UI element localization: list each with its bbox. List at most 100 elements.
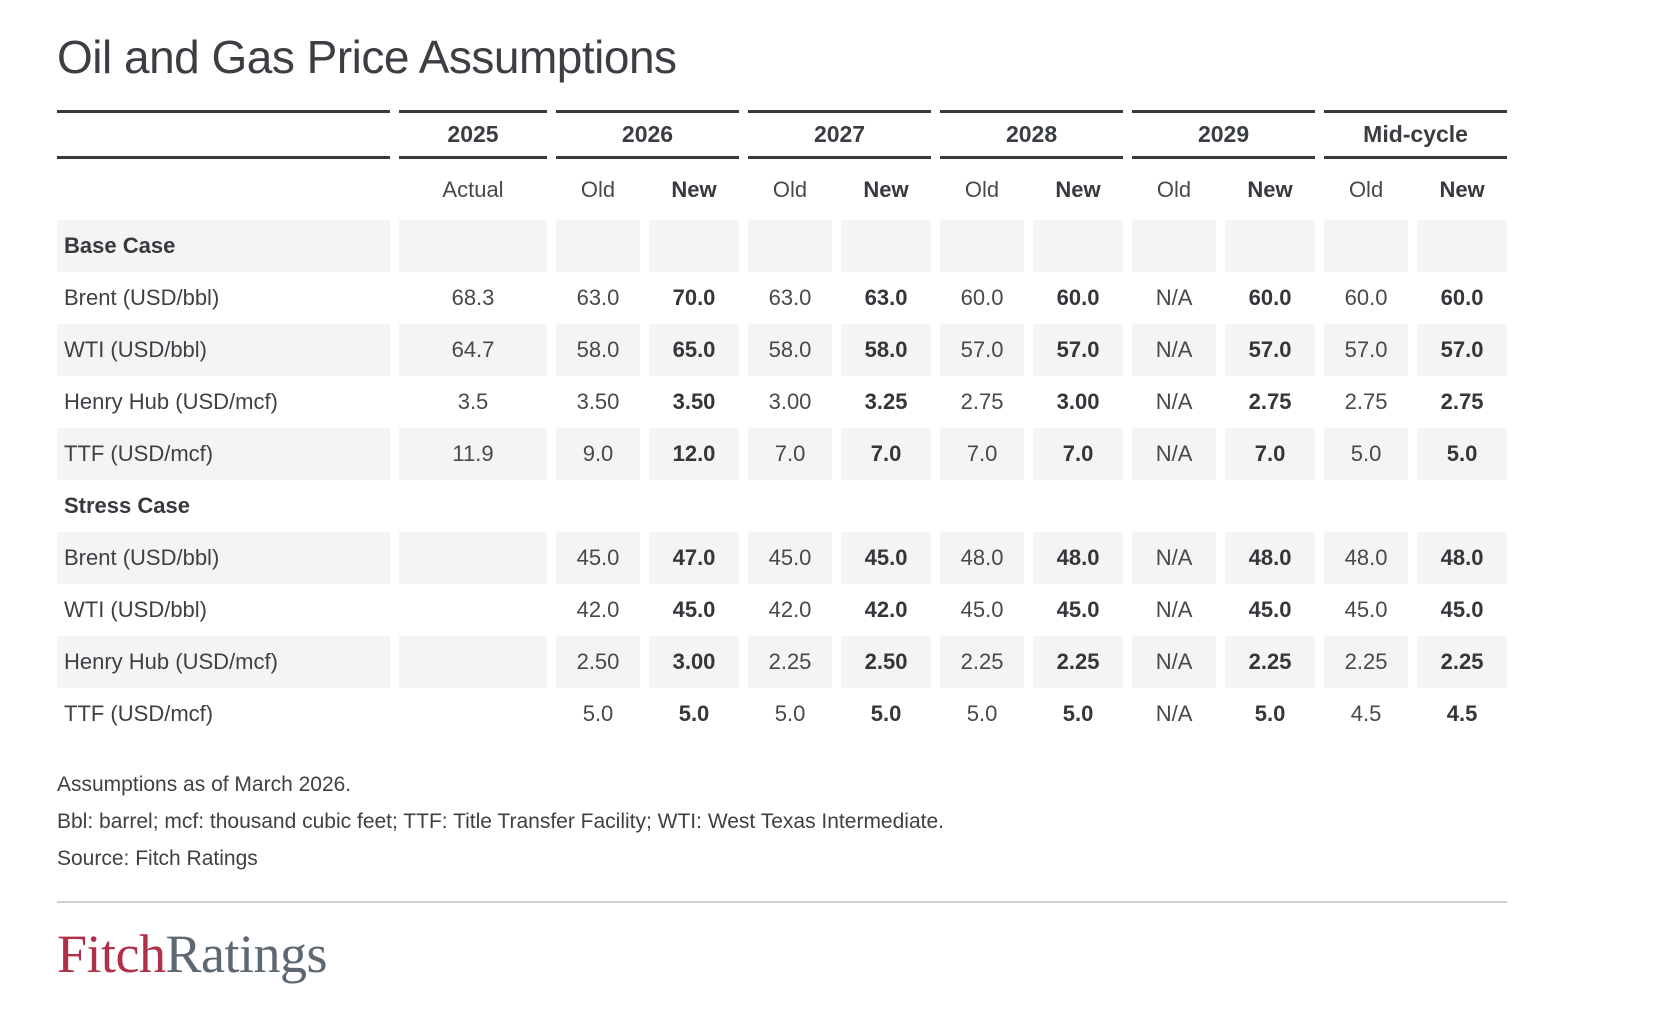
year-group-header-2025: 2025	[399, 110, 547, 159]
section-empty-cell	[841, 220, 932, 272]
year-group-header-2027: 2027	[748, 110, 932, 159]
value-cell: 58.0	[748, 324, 833, 376]
value-cell: 60.0	[960, 285, 1004, 310]
year-group-header-mid-cycle: Mid-cycle	[1324, 110, 1508, 159]
value-cell: 45.0	[1056, 597, 1100, 622]
subheader-2028-new: New	[1055, 176, 1101, 202]
value-cell: 4.5	[1350, 701, 1382, 726]
value-cell: 45.0	[1344, 597, 1388, 622]
value-cell: N/A	[1155, 285, 1193, 310]
value-cell: 5.0	[678, 701, 710, 726]
subheader-2025-actual: Actual	[442, 176, 504, 202]
value-cell: 5.0	[1062, 701, 1094, 726]
subheader-2029-new: New	[1247, 176, 1293, 202]
data-row: WTI (USD/bbl) 64.7 58.0 65.0 58.0 58.0 57.0 57.…	[57, 324, 1508, 376]
value-cell: N/A	[1132, 324, 1217, 376]
value-cell: N/A	[1132, 636, 1217, 688]
subheader-2029-old: Old	[1156, 176, 1192, 202]
value-cell: 47.0	[649, 532, 740, 584]
value-cell: N/A	[1132, 532, 1217, 584]
section-empty-cell	[1225, 480, 1315, 532]
value-cell: 57.0	[940, 324, 1025, 376]
divider	[57, 901, 1507, 903]
value-cell: 63.0	[864, 285, 908, 310]
value-cell: 60.0	[1056, 285, 1100, 310]
section-empty-cell	[748, 220, 833, 272]
value-cell: 4.5	[1446, 701, 1478, 726]
footnotes: Assumptions as of March 2026. Bbl: barre…	[57, 766, 1507, 877]
section-empty-cell	[841, 480, 931, 532]
value-cell: 3.5	[457, 389, 489, 414]
section-empty-cell	[1033, 480, 1123, 532]
section-empty-cell	[399, 480, 547, 532]
header-row-years: 2025 2026 2027 2028 2029 Mid-cycle	[57, 110, 1508, 159]
value-cell: 2.50	[841, 636, 932, 688]
section-empty-cell	[1225, 220, 1316, 272]
row-label: Henry Hub (USD/mcf)	[57, 636, 390, 688]
value-cell: 5.0	[1417, 428, 1508, 480]
price-assumptions-table: 2025 2026 2027 2028 2029 Mid-cycle Actual Old Ne…	[48, 110, 1516, 740]
value-cell: 5.0	[774, 701, 806, 726]
value-cell: 57.0	[1033, 324, 1124, 376]
subheader-mid-cycle-new: New	[1439, 176, 1485, 202]
year-group-header-2028: 2028	[940, 110, 1124, 159]
section-row: Stress Case	[57, 480, 1507, 532]
subheader-2028-old: Old	[964, 176, 1000, 202]
subheader-2026-old: Old	[580, 176, 616, 202]
section-empty-cell	[940, 480, 1024, 532]
value-cell: 65.0	[649, 324, 740, 376]
value-cell: 3.00	[1056, 389, 1100, 414]
value-cell: 60.0	[1248, 285, 1292, 310]
value-cell: 45.0	[672, 597, 716, 622]
value-cell: 3.00	[649, 636, 740, 688]
value-cell: 12.0	[649, 428, 740, 480]
value-cell: 58.0	[556, 324, 640, 376]
data-row: Henry Hub (USD/mcf) 2.50 3.00 2.25 2.50 2.25 2…	[57, 636, 1508, 688]
logo-text-fitch: Fitch	[57, 924, 166, 984]
value-cell: 42.0	[768, 597, 812, 622]
value-cell: 58.0	[841, 324, 932, 376]
value-cell: 2.75	[1344, 389, 1388, 414]
footnote-abbreviations: Bbl: barrel; mcf: thousand cubic feet; T…	[57, 810, 944, 833]
section-empty-cell	[1324, 480, 1408, 532]
row-label: Brent (USD/bbl)	[64, 285, 220, 310]
value-cell: N/A	[1132, 428, 1217, 480]
value-cell: N/A	[1155, 701, 1193, 726]
value-cell: 2.25	[940, 636, 1025, 688]
section-empty-cell	[649, 480, 739, 532]
value-cell: 45.0	[556, 532, 640, 584]
section-empty-cell	[1324, 220, 1409, 272]
value-cell: 57.0	[1417, 324, 1508, 376]
footnote-source: Source: Fitch Ratings	[57, 847, 258, 870]
data-row: WTI (USD/bbl) 42.0 45.0 42.0 42.0 45.0 45.0 N/A…	[57, 584, 1507, 636]
value-cell: 11.9	[399, 428, 547, 480]
section-empty-cell	[649, 220, 740, 272]
value-cell: 48.0	[1033, 532, 1124, 584]
page-title: Oil and Gas Price Assumptions	[57, 31, 677, 83]
value-cell: 2.50	[556, 636, 640, 688]
value-cell: N/A	[1155, 597, 1193, 622]
footnote-as-of: Assumptions as of March 2026.	[57, 773, 352, 796]
value-cell: 48.0	[1324, 532, 1409, 584]
table-body: Base Case Brent (USD/bbl) 68.3 63.0 70.0 63.0…	[57, 220, 1508, 740]
data-row: Brent (USD/bbl) 68.3 63.0 70.0 63.0 63.0 60.0 6…	[57, 272, 1507, 324]
section-empty-cell	[556, 220, 640, 272]
row-label: TTF (USD/mcf)	[64, 701, 214, 726]
value-cell: 5.0	[1324, 428, 1409, 480]
value-cell: 57.0	[1324, 324, 1409, 376]
section-empty-cell	[1033, 220, 1124, 272]
subheader-2026-new: New	[671, 176, 717, 202]
value-cell: 9.0	[556, 428, 640, 480]
value-cell: 7.0	[1225, 428, 1316, 480]
subheader-mid-cycle-old: Old	[1348, 176, 1384, 202]
value-cell: 70.0	[672, 285, 716, 310]
value-cell: 45.0	[1440, 597, 1484, 622]
section-empty-cell	[556, 480, 640, 532]
value-cell: 3.25	[864, 389, 908, 414]
row-label: TTF (USD/mcf)	[57, 428, 390, 480]
logo-text-ratings: Ratings	[165, 924, 328, 984]
section-empty-cell	[1417, 220, 1508, 272]
value-cell: 2.25	[748, 636, 833, 688]
data-row: Brent (USD/bbl) 45.0 47.0 45.0 45.0 48.0 48.0 N…	[57, 532, 1508, 584]
value-cell: 57.0	[1225, 324, 1316, 376]
